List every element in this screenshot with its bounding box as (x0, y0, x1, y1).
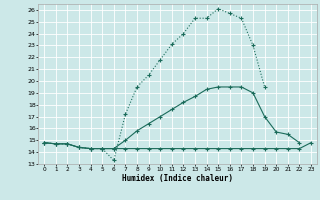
X-axis label: Humidex (Indice chaleur): Humidex (Indice chaleur) (122, 174, 233, 183)
